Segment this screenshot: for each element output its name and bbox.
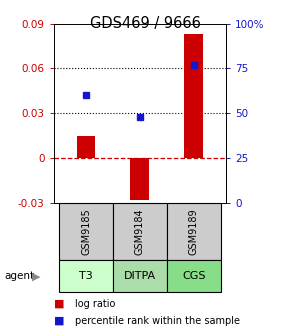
- Bar: [59, 260, 113, 292]
- Text: GSM9184: GSM9184: [135, 209, 145, 255]
- Text: agent: agent: [4, 271, 35, 281]
- Bar: [59, 203, 113, 260]
- Text: DITPA: DITPA: [124, 271, 156, 281]
- Text: percentile rank within the sample: percentile rank within the sample: [75, 316, 240, 326]
- Text: GSM9189: GSM9189: [189, 209, 199, 255]
- Bar: [130, 158, 149, 200]
- Bar: [77, 136, 95, 158]
- Text: ■: ■: [54, 299, 64, 309]
- Bar: [167, 260, 221, 292]
- Bar: [113, 203, 167, 260]
- Text: ▶: ▶: [32, 271, 41, 281]
- Text: CGS: CGS: [182, 271, 206, 281]
- Bar: [113, 260, 167, 292]
- Text: T3: T3: [79, 271, 93, 281]
- Text: log ratio: log ratio: [75, 299, 116, 309]
- Text: GDS469 / 9666: GDS469 / 9666: [90, 16, 200, 31]
- Bar: [184, 34, 203, 158]
- Bar: [167, 203, 221, 260]
- Text: GSM9185: GSM9185: [81, 208, 91, 255]
- Text: ■: ■: [54, 316, 64, 326]
